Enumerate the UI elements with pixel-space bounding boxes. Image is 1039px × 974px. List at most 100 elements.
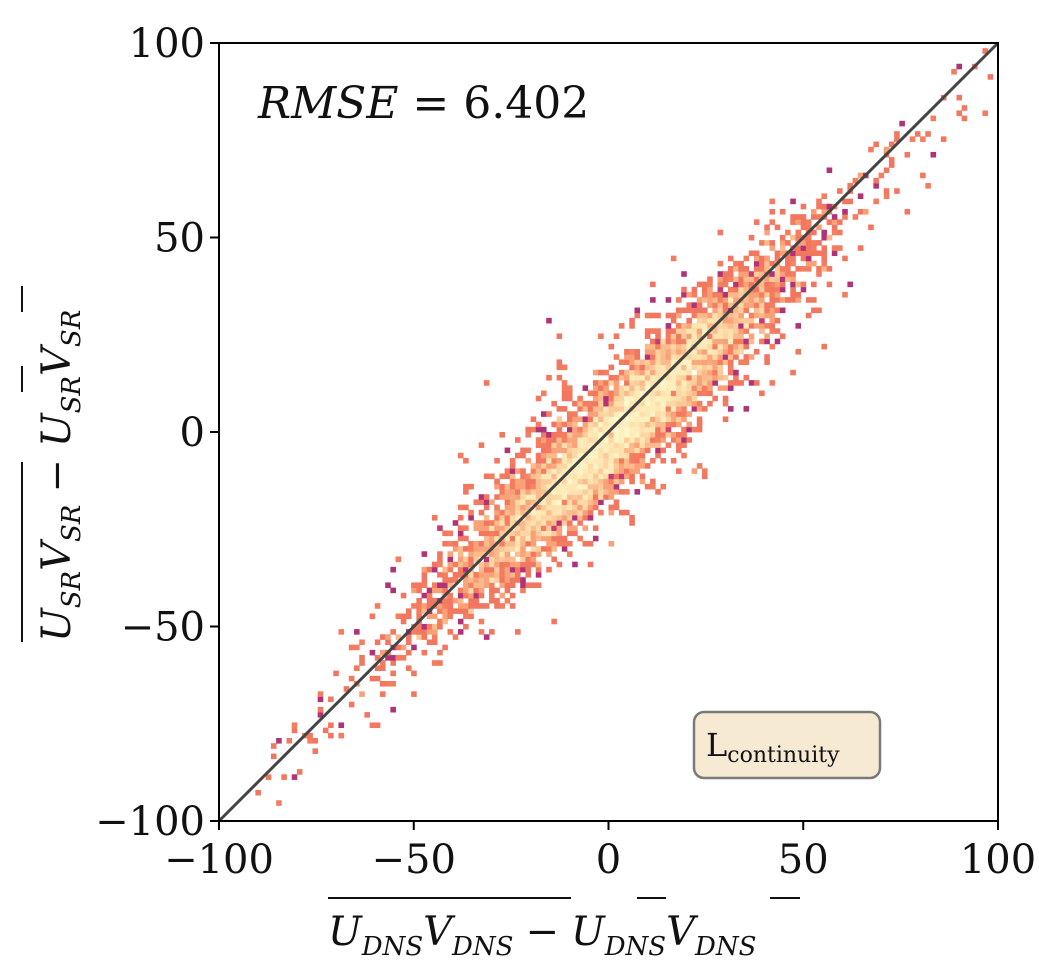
density-cell [681,328,687,334]
density-cell [655,369,661,376]
density-cell [795,349,802,355]
density-cell [489,572,495,578]
x-tick-label: 50 [778,837,829,883]
density-cell [650,312,656,319]
density-cell [790,198,796,205]
density-cell [509,603,516,609]
density-cell [494,535,500,542]
density-cell [701,307,708,314]
density-cell [634,359,641,365]
density-cell [566,432,573,438]
density-cell [738,343,744,350]
density-cell [608,509,615,516]
density-cell [779,307,786,314]
density-cell [520,468,526,474]
density-cell [468,556,474,563]
density-cell [805,219,812,225]
y-label-sub-3: SR [57,376,87,413]
density-cell [733,281,739,288]
density-cell [421,582,428,588]
density-cell [701,369,708,376]
density-cell [577,432,583,438]
density-cell [618,447,625,454]
density-cell [821,255,828,262]
density-cell [364,712,370,718]
density-cell [873,198,879,205]
density-cell [416,623,422,630]
density-cell [561,509,568,516]
density-cell [650,390,656,397]
density-cell [655,312,661,319]
density-cell [478,592,485,599]
density-cell [442,608,448,614]
density-cell [733,297,739,303]
density-cell [650,483,656,490]
density-cell [712,302,718,308]
density-cell [681,390,687,397]
density-cell [681,286,687,293]
density-cell [785,240,791,246]
density-cell [577,447,583,454]
density-cell [494,597,500,604]
density-cell [390,566,396,573]
density-cell [540,390,547,397]
density-cell [701,338,708,345]
density-cell [639,447,646,454]
density-cell [592,395,599,402]
x-label-v1: V [423,909,456,955]
density-cell [816,240,822,246]
density-cell [831,214,838,220]
density-cell [494,478,500,485]
density-cell [540,489,547,495]
density-cell [686,317,692,324]
density-cell [447,577,454,583]
density-cell [577,395,583,402]
density-cell [572,561,578,568]
density-cell [598,478,604,485]
density-cell [629,364,635,371]
density-cell [520,587,526,594]
density-cell [587,540,594,547]
density-cell [634,385,641,391]
density-cell [572,447,578,454]
density-cell [691,390,698,397]
density-cell [618,478,625,485]
density-cell [499,603,506,609]
density-cell [374,603,381,609]
density-cell [598,452,604,459]
density-cell [722,281,729,288]
density-cell [431,566,438,573]
density-cell [478,546,485,552]
density-cell [338,629,345,635]
density-cell [655,390,661,397]
density-cell [504,468,511,474]
density-cell [774,224,781,231]
density-cell [774,276,781,282]
density-cell [566,395,573,402]
density-cell [701,343,708,350]
density-cell [608,343,615,350]
density-cell [437,623,443,630]
density-cell [520,447,526,454]
density-cell [566,530,573,537]
density-cell [712,380,718,386]
density-cell [717,349,724,355]
density-cell [769,219,776,225]
density-cell [774,338,781,345]
density-cell [733,349,739,355]
density-cell [530,426,537,433]
density-cell [457,452,464,459]
density-cell [525,489,531,495]
density-cell [707,364,713,371]
density-cell [333,670,339,677]
density-cell [317,691,324,697]
density-cell [328,732,334,739]
density-cell [416,587,422,594]
density-cell [665,338,672,345]
density-cell [629,421,635,428]
density-cell [696,349,703,355]
density-cell [452,546,459,552]
density-cell [515,452,521,459]
density-cell [894,188,900,194]
density-cell [676,380,682,386]
